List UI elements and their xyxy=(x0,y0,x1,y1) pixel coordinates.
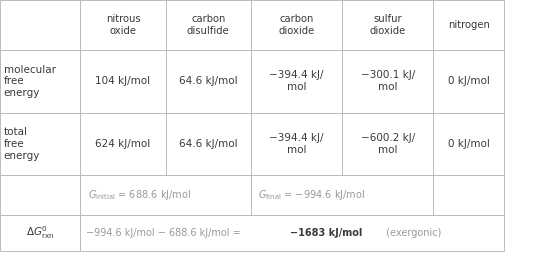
Text: −394.4 kJ/
mol: −394.4 kJ/ mol xyxy=(269,70,324,92)
Text: 104 kJ/mol: 104 kJ/mol xyxy=(96,76,150,86)
Bar xyxy=(80,113,166,175)
Bar xyxy=(251,0,342,50)
Bar xyxy=(0,215,80,251)
Text: $G_{\mathrm{final}}$ = −994.6 kJ/mol: $G_{\mathrm{final}}$ = −994.6 kJ/mol xyxy=(258,188,365,202)
Text: 624 kJ/mol: 624 kJ/mol xyxy=(96,139,150,149)
Bar xyxy=(342,113,433,175)
Text: −600.2 kJ/
mol: −600.2 kJ/ mol xyxy=(361,133,415,155)
Bar xyxy=(0,175,80,215)
Bar xyxy=(433,175,504,215)
Bar xyxy=(166,50,251,113)
Bar xyxy=(342,0,433,50)
Bar xyxy=(342,50,433,113)
Text: carbon
disulfide: carbon disulfide xyxy=(187,14,230,36)
Text: −1683 kJ/mol: −1683 kJ/mol xyxy=(290,228,362,238)
Bar xyxy=(0,50,80,113)
Text: 64.6 kJ/mol: 64.6 kJ/mol xyxy=(179,76,237,86)
Text: 0 kJ/mol: 0 kJ/mol xyxy=(447,139,490,149)
Text: total
free
energy: total free energy xyxy=(4,127,40,161)
Text: $\Delta G^0_{\mathrm{rxn}}$: $\Delta G^0_{\mathrm{rxn}}$ xyxy=(26,225,54,241)
Bar xyxy=(251,50,342,113)
Text: $G_{\mathrm{initial}}$ = 688.6 kJ/mol: $G_{\mathrm{initial}}$ = 688.6 kJ/mol xyxy=(88,188,191,202)
Bar xyxy=(80,50,166,113)
Text: molecular
free
energy: molecular free energy xyxy=(4,65,56,98)
Text: −300.1 kJ/
mol: −300.1 kJ/ mol xyxy=(361,70,415,92)
Text: sulfur
dioxide: sulfur dioxide xyxy=(370,14,406,36)
Bar xyxy=(166,0,251,50)
Bar xyxy=(80,0,166,50)
Text: −994.6 kJ/mol − 688.6 kJ/mol =: −994.6 kJ/mol − 688.6 kJ/mol = xyxy=(86,228,244,238)
Text: −394.4 kJ/
mol: −394.4 kJ/ mol xyxy=(269,133,324,155)
Text: nitrogen: nitrogen xyxy=(447,20,490,30)
Bar xyxy=(80,215,504,251)
Bar xyxy=(433,0,504,50)
Text: (exergonic): (exergonic) xyxy=(383,228,441,238)
Bar xyxy=(251,175,433,215)
Bar xyxy=(0,0,80,50)
Bar xyxy=(433,113,504,175)
Text: carbon
dioxide: carbon dioxide xyxy=(279,14,314,36)
Text: nitrous
oxide: nitrous oxide xyxy=(106,14,140,36)
Bar xyxy=(166,113,251,175)
Bar xyxy=(433,50,504,113)
Text: 64.6 kJ/mol: 64.6 kJ/mol xyxy=(179,139,237,149)
Bar xyxy=(251,113,342,175)
Text: 0 kJ/mol: 0 kJ/mol xyxy=(447,76,490,86)
Bar xyxy=(80,175,251,215)
Bar xyxy=(0,113,80,175)
